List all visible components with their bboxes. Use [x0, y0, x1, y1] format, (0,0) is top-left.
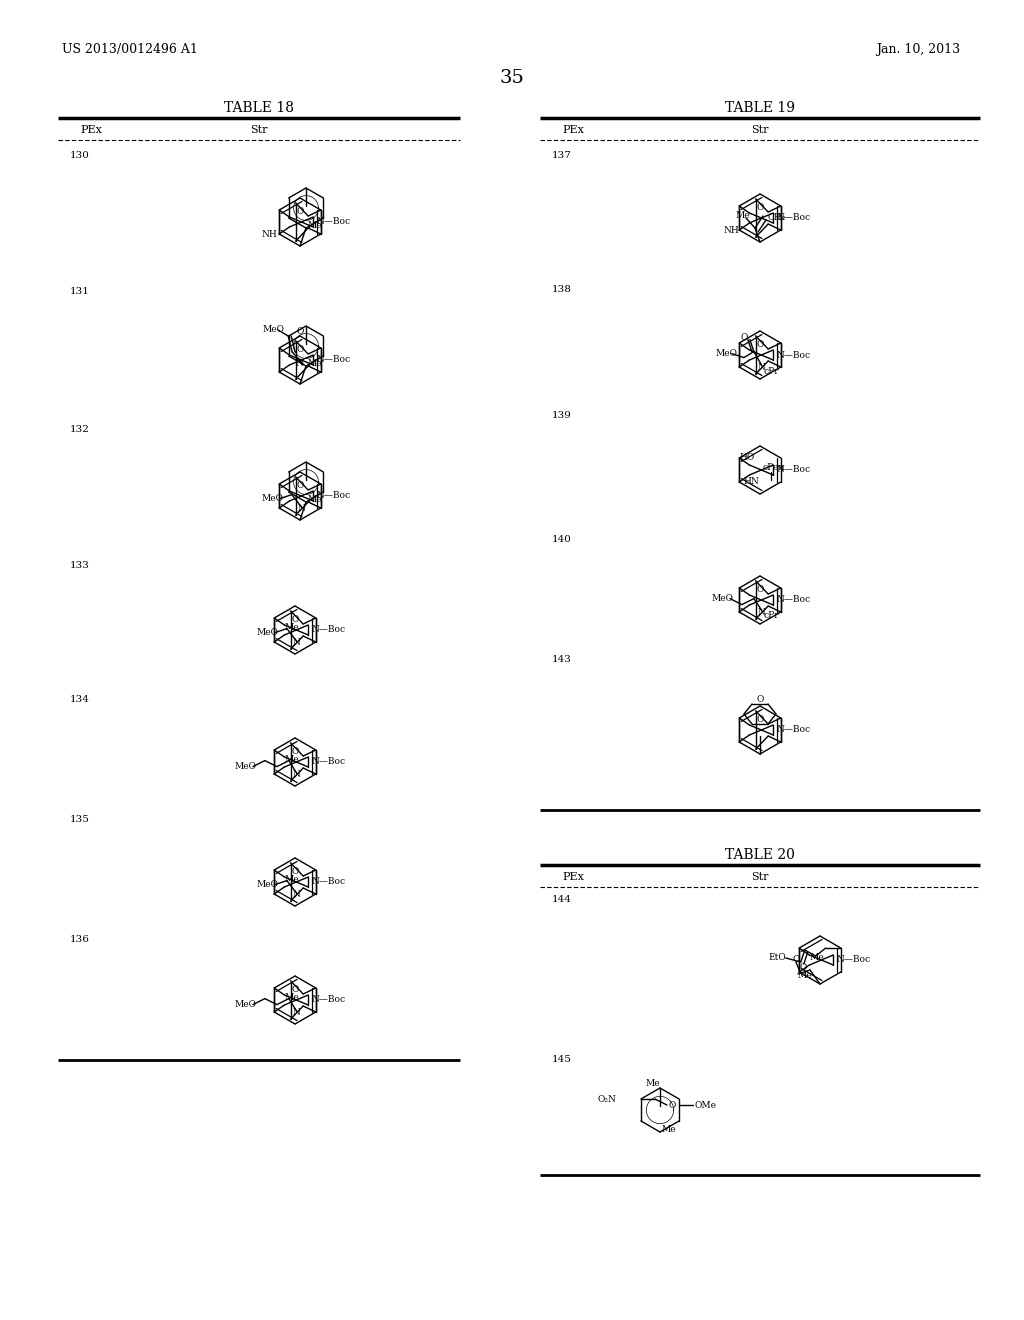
Text: Jan. 10, 2013: Jan. 10, 2013	[876, 44, 961, 57]
Text: N—Boc: N—Boc	[311, 626, 345, 635]
Text: MeO: MeO	[257, 880, 279, 890]
Text: N: N	[293, 1008, 301, 1018]
Text: EtO: EtO	[769, 953, 786, 962]
Text: cPr: cPr	[764, 611, 779, 620]
Text: 143: 143	[552, 656, 571, 664]
Text: MeO: MeO	[257, 628, 279, 638]
Text: Str: Str	[752, 873, 769, 882]
Text: 138: 138	[552, 285, 571, 294]
Text: N: N	[295, 359, 303, 368]
Text: N: N	[293, 638, 301, 647]
Text: TABLE 19: TABLE 19	[725, 102, 795, 115]
Text: 133: 133	[70, 561, 90, 569]
Text: Me: Me	[285, 755, 299, 763]
Text: Me: Me	[285, 993, 299, 1002]
Text: 131: 131	[70, 288, 90, 297]
Text: O: O	[799, 964, 807, 973]
Text: O: O	[291, 747, 299, 756]
Text: O: O	[756, 339, 764, 348]
Text: TABLE 18: TABLE 18	[224, 102, 294, 115]
Text: N—Boc: N—Boc	[776, 595, 810, 605]
Text: O: O	[296, 480, 303, 490]
Text: O: O	[756, 203, 764, 213]
Text: O: O	[291, 985, 299, 994]
Text: 136: 136	[70, 936, 90, 945]
Text: MeO: MeO	[234, 762, 257, 771]
Text: PEx: PEx	[562, 125, 584, 135]
Text: O: O	[756, 585, 764, 594]
Text: Me: Me	[646, 1080, 660, 1089]
Text: N—Boc: N—Boc	[776, 466, 810, 474]
Text: TABLE 20: TABLE 20	[725, 847, 795, 862]
Text: MeO: MeO	[262, 494, 284, 503]
Text: Me: Me	[308, 222, 323, 231]
Text: N: N	[293, 770, 301, 779]
Text: N—Boc: N—Boc	[316, 218, 350, 227]
Text: O: O	[296, 207, 303, 216]
Text: 139: 139	[552, 411, 571, 420]
Text: O: O	[793, 956, 800, 965]
Text: MeO: MeO	[262, 326, 285, 334]
Text: PEx: PEx	[80, 125, 101, 135]
Text: Me: Me	[736, 211, 751, 220]
Text: 134: 134	[70, 696, 90, 705]
Text: 130: 130	[70, 150, 90, 160]
Text: MeO: MeO	[712, 594, 734, 603]
Text: 144: 144	[552, 895, 571, 904]
Text: N—Boc: N—Boc	[776, 214, 810, 223]
Text: N—Boc: N—Boc	[776, 726, 810, 734]
Text: N—Boc: N—Boc	[311, 995, 345, 1005]
Text: Str: Str	[752, 125, 769, 135]
Text: O: O	[296, 327, 303, 337]
Text: O: O	[296, 345, 303, 354]
Text: N—Boc: N—Boc	[837, 956, 870, 965]
Text: N—Boc: N—Boc	[316, 491, 350, 500]
Text: Me: Me	[308, 359, 323, 368]
Text: cPen: cPen	[763, 463, 785, 473]
Text: O: O	[669, 1101, 676, 1110]
Text: PEx: PEx	[562, 873, 584, 882]
Text: O₂N: O₂N	[597, 1096, 616, 1105]
Text: 137: 137	[552, 150, 571, 160]
Text: N—Boc: N—Boc	[311, 878, 345, 887]
Text: Me: Me	[285, 623, 299, 631]
Text: O: O	[740, 333, 748, 342]
Text: 140: 140	[552, 536, 571, 544]
Text: HN: HN	[743, 478, 759, 487]
Text: Me: Me	[285, 874, 299, 883]
Text: 132: 132	[70, 425, 90, 434]
Text: 135: 135	[70, 816, 90, 825]
Text: O: O	[756, 715, 764, 723]
Text: O: O	[291, 867, 299, 876]
Text: 35: 35	[500, 69, 524, 87]
Text: O: O	[757, 696, 764, 705]
Text: CH₂: CH₂	[767, 214, 785, 223]
Text: N: N	[758, 363, 766, 372]
Text: Me: Me	[809, 953, 824, 961]
Text: NH: NH	[724, 226, 739, 235]
Text: OMe: OMe	[695, 1101, 717, 1110]
Text: Me: Me	[662, 1126, 677, 1134]
Text: HO: HO	[739, 454, 755, 462]
Text: cPr: cPr	[764, 367, 779, 375]
Text: Me: Me	[308, 495, 323, 504]
Text: N—Boc: N—Boc	[316, 355, 350, 364]
Text: Me: Me	[798, 972, 813, 981]
Text: MeO: MeO	[716, 348, 738, 358]
Text: N: N	[298, 504, 306, 513]
Text: 145: 145	[552, 1056, 571, 1064]
Text: N—Boc: N—Boc	[311, 758, 345, 767]
Text: NH: NH	[262, 230, 278, 239]
Text: MeO: MeO	[234, 1001, 257, 1008]
Text: US 2013/0012496 A1: US 2013/0012496 A1	[62, 44, 198, 57]
Text: N: N	[293, 890, 301, 899]
Text: N: N	[758, 609, 766, 618]
Text: Str: Str	[250, 125, 267, 135]
Text: N—Boc: N—Boc	[776, 351, 810, 359]
Text: O: O	[291, 615, 299, 624]
